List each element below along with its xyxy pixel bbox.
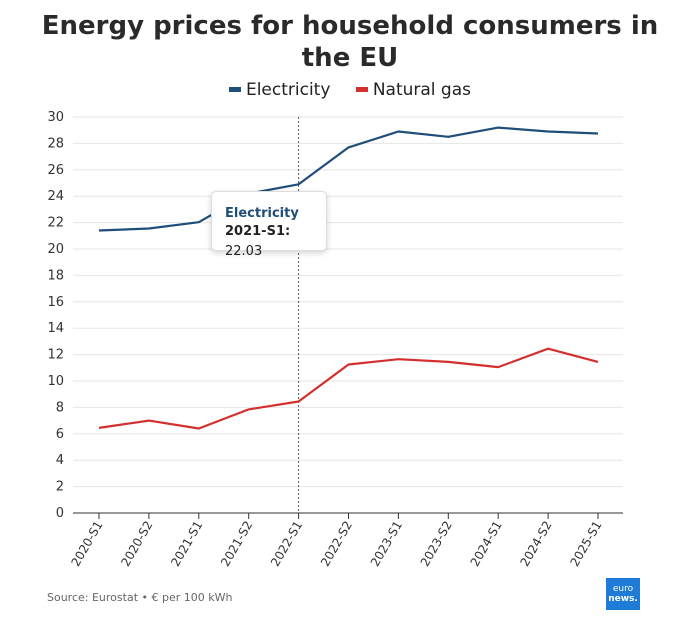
x-tick-label: 2022-S1 [268, 519, 305, 569]
x-tick-label: 2021-S2 [218, 519, 255, 569]
logo-text-2: news. [608, 594, 638, 604]
y-tick-label: 14 [47, 321, 64, 336]
y-tick-label: 24 [47, 189, 64, 204]
x-tick-label: 2025-S1 [567, 519, 604, 569]
legend-swatch-electricity [228, 86, 241, 92]
y-tick-label: 12 [47, 348, 64, 363]
legend-label-natural-gas: Natural gas [372, 80, 472, 100]
x-tick-label: 2020-S2 [118, 519, 155, 569]
x-tick-label: 2023-S2 [418, 519, 455, 569]
y-tick-label: 22 [47, 216, 64, 231]
x-tick-label: 2020-S1 [68, 519, 105, 569]
x-tick-label: 2021-S1 [168, 519, 205, 569]
x-tick-label: 2023-S1 [368, 519, 405, 569]
x-tick-label: 2022-S2 [318, 519, 355, 569]
x-tick-label: 2024-S2 [518, 519, 555, 569]
y-tick-label: 6 [56, 427, 64, 442]
y-tick-label: 2 [56, 480, 64, 495]
y-tick-label: 0 [56, 506, 64, 521]
series-line-natural-gas [98, 347, 599, 430]
y-tick-label: 10 [47, 374, 64, 389]
tooltip-series: Electricity [225, 206, 299, 221]
tooltip-line: 2021-S1: 22.03 [225, 222, 326, 262]
legend-swatch-natural-gas [355, 86, 368, 92]
legend-item-natural-gas[interactable]: Natural gas [355, 80, 472, 100]
tooltip-value: 22.03 [225, 244, 263, 259]
euronews-logo: euro news. [606, 578, 640, 610]
tooltip-key: 2021-S1: [225, 224, 291, 239]
y-tick-label: 28 [47, 136, 64, 151]
y-tick-label: 18 [47, 268, 64, 283]
source-note: Source: Eurostat • € per 100 kWh [47, 591, 233, 604]
chart-title: Energy prices for household consumers in… [41, 11, 659, 73]
series-line-electricity [98, 126, 599, 232]
y-tick-label: 20 [47, 242, 64, 257]
y-tick-label: 30 [47, 110, 64, 125]
tooltip: Electricity 2021-S1: 22.03 [211, 191, 327, 259]
legend-label-electricity: Electricity [245, 80, 331, 100]
y-tick-label: 8 [56, 400, 64, 415]
logo-text-1: euro [612, 584, 634, 594]
y-tick-label: 26 [47, 163, 64, 178]
y-tick-label: 16 [47, 295, 64, 310]
x-tick-label: 2024-S1 [468, 519, 505, 569]
y-tick-label: 4 [56, 453, 64, 468]
legend: Electricity Natural gas [0, 80, 700, 100]
legend-item-electricity[interactable]: Electricity [228, 80, 331, 100]
